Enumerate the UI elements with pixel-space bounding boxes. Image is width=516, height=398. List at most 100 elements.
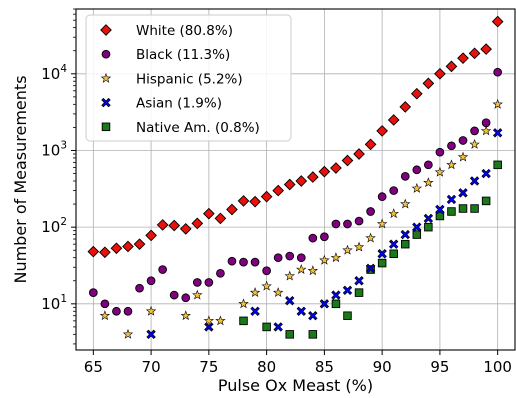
data-point bbox=[470, 204, 479, 213]
y-tick-label: 101 bbox=[41, 293, 67, 313]
data-point bbox=[424, 222, 433, 232]
data-point bbox=[492, 98, 503, 109]
data-point bbox=[446, 194, 457, 205]
x-tick-label: 90 bbox=[373, 358, 392, 376]
data-point bbox=[389, 249, 398, 258]
data-point bbox=[492, 128, 503, 138]
data-point bbox=[401, 239, 410, 249]
data-point bbox=[342, 244, 353, 255]
data-point bbox=[204, 278, 214, 287]
data-point bbox=[330, 252, 342, 263]
data-point bbox=[434, 166, 446, 177]
data-point bbox=[295, 175, 308, 187]
data-point bbox=[146, 329, 156, 340]
data-point bbox=[365, 232, 376, 243]
data-point bbox=[306, 171, 319, 183]
data-point bbox=[412, 165, 422, 175]
data-point bbox=[215, 315, 226, 326]
data-point bbox=[424, 160, 433, 170]
data-point bbox=[493, 160, 502, 170]
series-1 bbox=[88, 67, 503, 316]
data-point bbox=[262, 266, 271, 276]
series-3 bbox=[146, 128, 503, 340]
data-point bbox=[260, 190, 273, 203]
data-point bbox=[308, 233, 318, 243]
data-point bbox=[468, 47, 481, 60]
data-point bbox=[156, 219, 169, 231]
data-point bbox=[168, 219, 181, 232]
data-point bbox=[480, 43, 492, 55]
data-point bbox=[146, 276, 156, 286]
data-point bbox=[318, 165, 331, 178]
data-point bbox=[237, 195, 250, 207]
data-point bbox=[411, 182, 423, 193]
y-axis-label: Number of Measurements bbox=[11, 75, 30, 283]
data-point bbox=[261, 280, 272, 291]
data-point bbox=[447, 141, 456, 151]
data-point bbox=[331, 299, 341, 309]
data-point bbox=[122, 328, 134, 339]
data-point bbox=[296, 306, 306, 316]
data-point bbox=[285, 330, 294, 339]
data-point bbox=[445, 60, 458, 73]
data-point bbox=[204, 322, 214, 332]
data-point bbox=[366, 207, 375, 216]
data-point bbox=[203, 315, 215, 326]
y-tick-base: 10 bbox=[41, 295, 60, 313]
data-point bbox=[110, 242, 123, 255]
series-4 bbox=[239, 160, 502, 339]
y-tick-exponent: 1 bbox=[60, 293, 67, 305]
data-point bbox=[435, 204, 445, 215]
data-point bbox=[470, 126, 479, 136]
data-point bbox=[273, 253, 283, 263]
y-tick-label: 102 bbox=[41, 216, 67, 236]
data-point bbox=[422, 77, 435, 90]
data-point bbox=[283, 178, 296, 191]
legend-marker bbox=[101, 97, 111, 108]
data-point bbox=[249, 287, 261, 298]
data-point bbox=[364, 138, 377, 151]
data-point bbox=[365, 263, 376, 274]
y-tick-base: 10 bbox=[41, 141, 60, 159]
data-point bbox=[480, 125, 492, 136]
data-point bbox=[400, 229, 410, 240]
data-point bbox=[389, 186, 399, 195]
data-point bbox=[308, 330, 318, 339]
y-tick-base: 10 bbox=[41, 65, 60, 83]
legend-label: White (80.8%) bbox=[136, 23, 233, 39]
data-point bbox=[169, 290, 179, 300]
data-point bbox=[249, 195, 261, 208]
legend-label: Black (11.3%) bbox=[136, 47, 230, 63]
data-point bbox=[239, 257, 248, 267]
data-point bbox=[112, 306, 121, 316]
data-points bbox=[87, 15, 504, 340]
data-point bbox=[319, 299, 330, 309]
data-point bbox=[387, 114, 400, 126]
y-tick-exponent: 2 bbox=[60, 216, 67, 228]
data-point bbox=[319, 254, 330, 265]
data-point bbox=[250, 306, 260, 316]
plot-frame bbox=[75, 8, 516, 351]
data-point bbox=[493, 67, 503, 77]
legend-box bbox=[85, 14, 292, 142]
data-point bbox=[435, 147, 445, 157]
data-point bbox=[399, 101, 412, 113]
data-point bbox=[214, 212, 227, 225]
data-point bbox=[377, 249, 387, 259]
data-point bbox=[354, 288, 364, 297]
data-point bbox=[272, 287, 284, 298]
data-point bbox=[330, 162, 342, 174]
data-point bbox=[145, 305, 157, 316]
data-point bbox=[342, 285, 353, 296]
data-point bbox=[307, 265, 319, 276]
data-point bbox=[388, 208, 399, 219]
data-point bbox=[457, 52, 469, 64]
data-point bbox=[423, 177, 434, 188]
data-point bbox=[191, 217, 204, 230]
data-point bbox=[423, 213, 434, 224]
data-point bbox=[250, 257, 260, 267]
data-point bbox=[447, 207, 456, 216]
x-tick-label: 85 bbox=[315, 358, 334, 376]
data-point bbox=[227, 256, 237, 266]
